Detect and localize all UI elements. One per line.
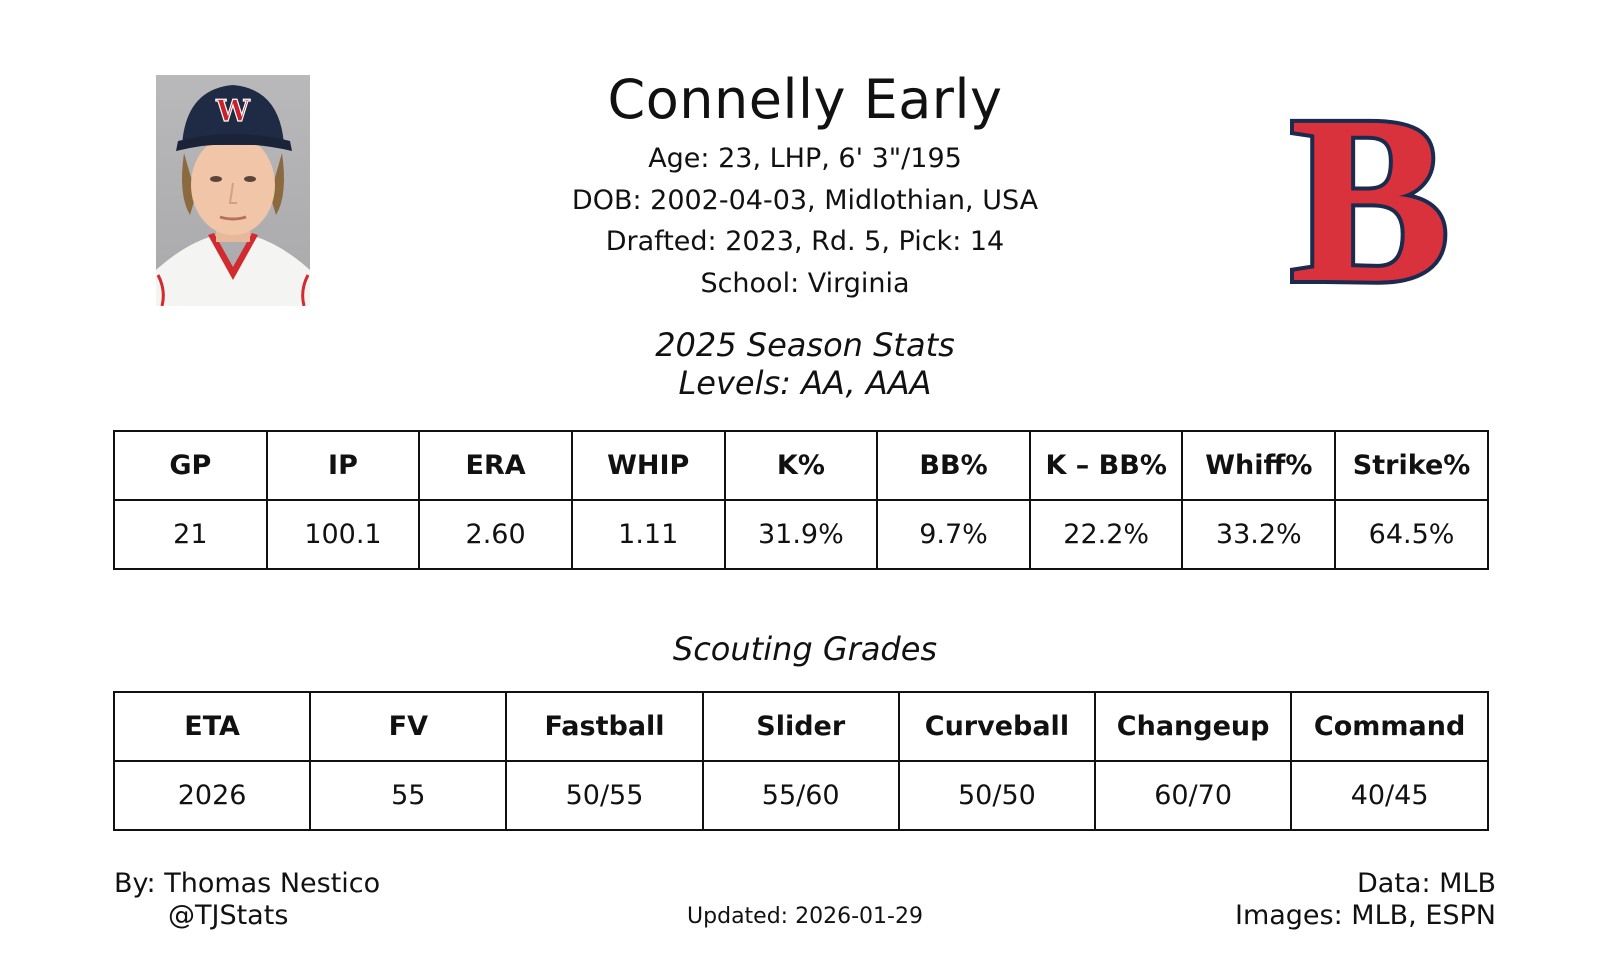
player-header: Connelly Early Age: 23, LHP, 6' 3"/195 D…: [500, 62, 1110, 304]
scouting-header-changeup: Changeup: [1094, 691, 1293, 762]
season-value-era: 2.60: [418, 499, 573, 570]
season-stats-title: 2025 Season Stats: [655, 326, 955, 364]
player-draft-line: Drafted: 2023, Rd. 5, Pick: 14: [605, 226, 1005, 257]
footer-image-source: Images: MLB, ESPN: [1234, 900, 1496, 931]
scouting-header-eta: ETA: [112, 691, 312, 762]
season-value-ip: 100.1: [265, 499, 421, 570]
player-age-line: Age: 23, LHP, 6' 3"/195: [648, 143, 962, 174]
footer-data-source: Data: MLB: [1356, 868, 1496, 899]
season-header-bb-pct: BB%: [876, 430, 1031, 501]
season-value-k-bb-pct: 22.2%: [1028, 499, 1184, 570]
season-stats-table: GP IP ERA WHIP K% BB% K – BB% Whiff% Str…: [113, 430, 1489, 570]
scouting-header-row: ETA FV Fastball Slider Curveball Changeu…: [112, 691, 1489, 762]
scouting-header-fv: FV: [309, 691, 508, 762]
player-school-line: School: Virginia: [700, 267, 910, 299]
season-header-era: ERA: [418, 430, 573, 501]
scouting-value-row: 2026 55 50/55 55/60 50/50 60/70 40/45: [112, 760, 1489, 831]
scouting-value-curveball: 50/50: [897, 760, 1097, 831]
season-value-k-pct: 31.9%: [723, 499, 879, 570]
cap-letter: W: [215, 94, 251, 129]
player-dob-line: DOB: 2002-04-03, Midlothian, USA: [571, 184, 1039, 216]
season-value-strike-pct: 64.5%: [1334, 499, 1489, 570]
season-levels: Levels: AA, AAA: [678, 364, 932, 402]
footer-credits: By: Thomas Nestico @TJStats: [114, 868, 380, 932]
scouting-value-eta: 2026: [112, 760, 312, 831]
season-value-whiff-pct: 33.2%: [1181, 499, 1337, 570]
season-value-whip: 1.11: [570, 499, 726, 570]
team-logo: B: [1286, 62, 1454, 336]
footer-updated: Updated: 2026-01-29: [687, 904, 923, 929]
scouting-header-fastball: Fastball: [505, 691, 704, 762]
scouting-header-curveball: Curveball: [897, 691, 1097, 762]
season-header-whip: WHIP: [570, 430, 726, 501]
season-header-k-pct: K%: [723, 430, 879, 501]
scouting-grades-title: Scouting Grades: [672, 630, 938, 668]
footer-author: By: Thomas Nestico: [114, 868, 381, 899]
season-header-gp: GP: [113, 430, 268, 501]
season-value-gp: 21: [113, 499, 268, 570]
scouting-grades-table: ETA FV Fastball Slider Curveball Changeu…: [112, 691, 1489, 831]
season-header-strike-pct: Strike%: [1334, 430, 1489, 501]
scouting-value-fv: 55: [309, 760, 508, 831]
scouting-value-slider: 55/60: [701, 760, 900, 831]
season-header-whiff-pct: Whiff%: [1181, 430, 1337, 501]
season-value-bb-pct: 9.7%: [876, 499, 1031, 570]
footer-handle: @TJStats: [168, 900, 289, 931]
scouting-value-fastball: 50/55: [505, 760, 704, 831]
player-headshot: W: [156, 75, 310, 306]
season-header-row: GP IP ERA WHIP K% BB% K – BB% Whiff% Str…: [113, 430, 1489, 501]
season-value-row: 21 100.1 2.60 1.11 31.9% 9.7% 22.2% 33.2…: [113, 499, 1489, 570]
season-header-ip: IP: [265, 430, 421, 501]
footer-sources: Data: MLB Images: MLB, ESPN: [1235, 868, 1496, 932]
scouting-header-slider: Slider: [701, 691, 900, 762]
scouting-value-changeup: 60/70: [1094, 760, 1293, 831]
season-header-k-bb-pct: K – BB%: [1028, 430, 1184, 501]
team-logo-letter: B: [1290, 80, 1450, 302]
scouting-header-command: Command: [1290, 691, 1489, 762]
player-name: Connelly Early: [607, 68, 1003, 131]
scouting-value-command: 40/45: [1290, 760, 1489, 831]
